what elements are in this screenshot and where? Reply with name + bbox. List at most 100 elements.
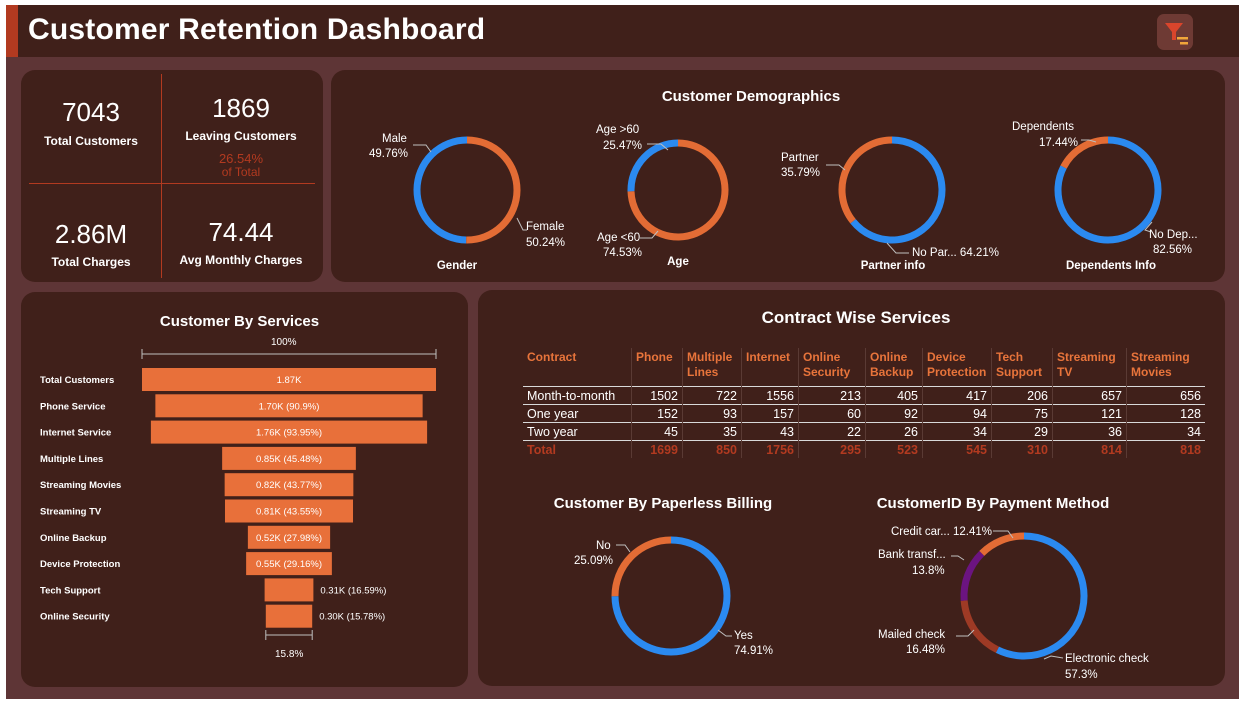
payment-electronic-leader (1043, 655, 1064, 660)
funnel-category-label-8: Tech Support (40, 585, 101, 596)
contract-value-cell: 213 (798, 386, 866, 405)
payment-bank-leader (951, 555, 965, 561)
funnel-data-label-5: 0.81K (43.55%) (256, 507, 322, 518)
age-caption: Age (667, 256, 689, 268)
contract-header-2: Multiple Lines (682, 348, 742, 387)
contract-value-cell: 405 (865, 386, 923, 405)
contract-total-label: Total (523, 440, 632, 458)
contract-value-cell: 45 (631, 422, 683, 441)
services-title: Customer By Services (159, 313, 320, 330)
funnel-bar-9 (265, 604, 313, 628)
leaving-customers-pct: 26.54% (218, 151, 264, 166)
funnel-data-label-8: 0.31K (16.59%) (320, 585, 386, 596)
contract-total-cell: 523 (865, 440, 923, 458)
gender-slice-1 (466, 136, 521, 244)
contract-panel: Contract Wise Services Contract Phone Mult… (478, 290, 1225, 686)
payment-bank-name: Bank transf... (878, 549, 946, 561)
header-bar: Customer Retention Dashboard (6, 5, 1239, 57)
gender-male-leader (413, 144, 432, 153)
dependents-caption: Dependents Info (1065, 260, 1157, 272)
funnel-bar-8 (264, 578, 314, 602)
partner-yes-leader (826, 164, 846, 171)
funnel-bar-7 (246, 552, 332, 576)
funnel-data-label-7: 0.55K (29.16%) (256, 559, 322, 570)
payment-mailed-leader (956, 629, 975, 637)
age-under60-pct: 74.53% (603, 247, 643, 259)
contract-value-cell: 43 (741, 422, 799, 441)
contract-value-cell: 1502 (631, 386, 683, 405)
age-under60-leader (640, 230, 659, 239)
avg-monthly-charges-label: Avg Monthly Charges (179, 253, 303, 267)
contract-header-9: Streaming Movies (1126, 348, 1205, 387)
funnel-data-label-6: 0.52K (27.98%) (256, 533, 322, 544)
contract-value-cell: 128 (1126, 404, 1205, 423)
contract-total-cell: 545 (922, 440, 992, 458)
leaving-customers-value: 1869 (212, 93, 270, 123)
contract-header-5: Online Backup (865, 348, 923, 387)
payment-electronic-pct: 57.3% (1065, 669, 1098, 681)
billing-payment-donuts (611, 530, 1088, 660)
gender-male-pct: 49.76% (369, 148, 409, 160)
contract-header-4: Online Security (798, 348, 866, 387)
table-row: Two year 45 35 43 22 26 34 29 36 34 (523, 422, 1205, 441)
paperless-no-name: No (596, 540, 611, 552)
funnel-data-label-3: 0.85K (45.48%) (256, 454, 322, 465)
contract-title: Contract Wise Services (761, 308, 951, 327)
dependents-slice-0 (1060, 136, 1109, 169)
dependents-yes-name: Dependents (1012, 121, 1075, 133)
kpi-panel: 7043 Total Customers 1869 Leaving Custom… (21, 70, 323, 282)
funnel-category-label-1: Phone Service (40, 401, 105, 412)
dashboard: Customer Retention Dashboard 7043 Total … (6, 5, 1239, 699)
payment-credit-label: Credit car... 12.41% (891, 526, 992, 538)
demographics-panel: Customer Demographics Male 49.76% Female… (331, 70, 1225, 282)
total-customers-value: 7043 (62, 97, 120, 127)
partner-yes-pct: 35.79% (781, 167, 821, 179)
dependents-yes-pct: 17.44% (1039, 137, 1079, 149)
services-panel: Customer By Services Total Customers 1.87… (21, 292, 468, 687)
total-charges-label: Total Charges (51, 255, 131, 269)
page-title: Customer Retention Dashboard (28, 13, 486, 46)
contract-total-cell: 814 (1052, 440, 1127, 458)
payment-slice-1 (960, 600, 1000, 653)
gender-caption: Gender (436, 260, 478, 272)
funnel-bar-5 (224, 499, 354, 523)
contract-header-3: Internet (741, 348, 799, 387)
contract-total-cell: 850 (682, 440, 742, 458)
contract-value-cell: 722 (682, 386, 742, 405)
leaving-customers-pct-label: of Total (221, 165, 261, 179)
contract-value-cell: 34 (922, 422, 992, 441)
gender-female-name: Female (526, 221, 565, 233)
funnel-category-label-2: Internet Service (40, 428, 111, 439)
age-under60-name: Age <60 (597, 232, 641, 244)
contract-type-cell: Two year (523, 422, 632, 441)
payment-slice-0 (995, 532, 1088, 660)
contract-value-cell: 206 (991, 386, 1053, 405)
partner-slice-1 (850, 136, 946, 244)
contract-value-cell: 34 (1126, 422, 1205, 441)
funnel-bar-3 (222, 446, 356, 470)
contract-value-cell: 75 (991, 404, 1053, 423)
funnel-filter-icon[interactable] (1156, 13, 1194, 51)
paperless-yes-name: Yes (734, 630, 753, 642)
funnel-category-label-6: Online Backup (40, 533, 107, 544)
kpi-divider-vertical (161, 74, 162, 278)
table-row: One year 152 93 157 60 92 94 75 121 128 (523, 404, 1205, 423)
leaving-customers-label: Leaving Customers (185, 129, 297, 143)
contract-total-cell: 1699 (631, 440, 683, 458)
funnel-bar-2 (150, 420, 428, 444)
partner-slice-0 (838, 136, 893, 224)
funnel-category-label-5: Streaming TV (40, 507, 102, 518)
funnel-top-percent: 100% (271, 337, 297, 348)
contract-value-cell: 93 (682, 404, 742, 423)
funnel-data-label-1: 1.70K (90.9%) (259, 401, 320, 412)
funnel-category-label-7: Device Protection (40, 559, 120, 570)
contract-header-7: Tech Support (991, 348, 1053, 387)
payment-slice-2 (960, 550, 985, 601)
funnel-data-label-4: 0.82K (43.77%) (256, 480, 322, 491)
dependents-yes-leader (1081, 139, 1097, 143)
gender-female-leader (516, 217, 527, 231)
dependents-no-leader (1144, 221, 1153, 233)
funnel-data-label-2: 1.76K (93.95%) (256, 428, 322, 439)
gender-male-name: Male (382, 133, 407, 145)
payment-bank-pct: 13.8% (912, 565, 945, 577)
